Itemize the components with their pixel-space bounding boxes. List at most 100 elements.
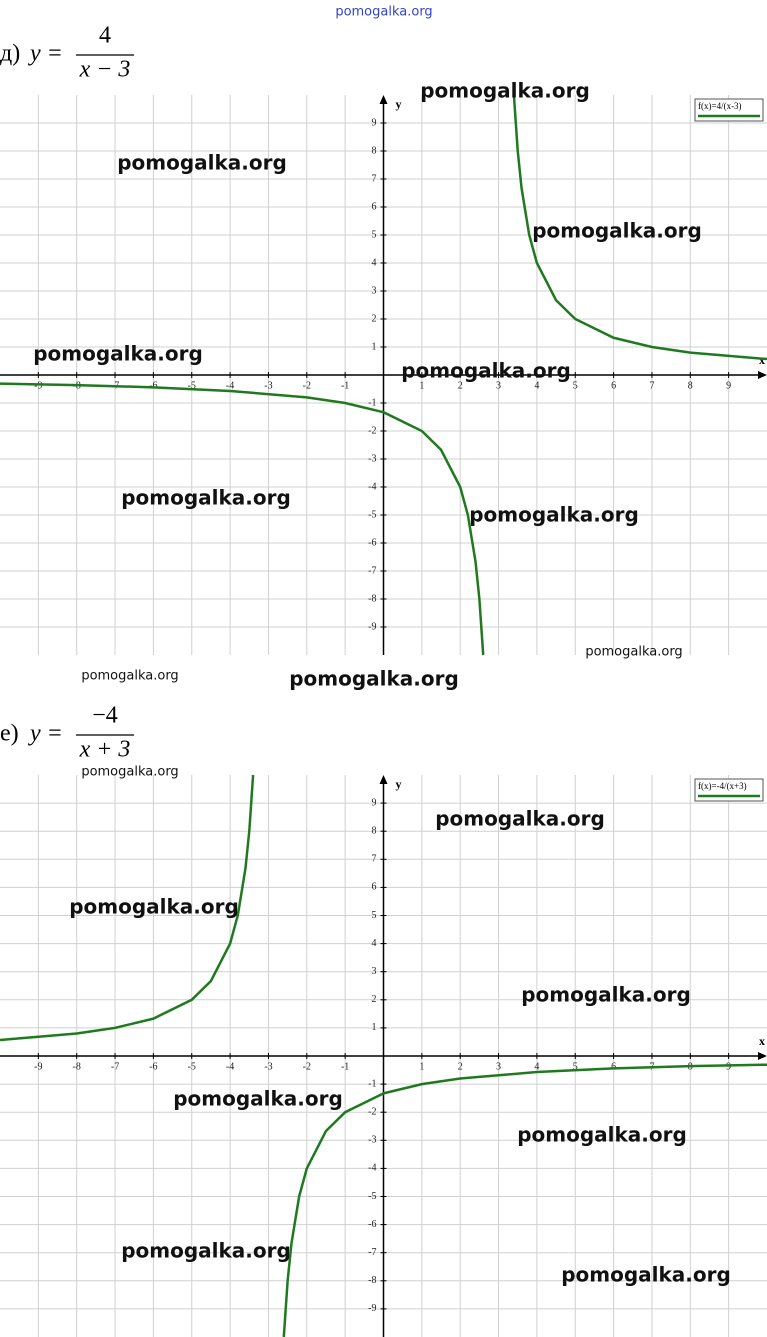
y-axis-label: y [396, 97, 402, 111]
y-tick-label: -7 [368, 565, 376, 576]
y-tick-label: -3 [368, 453, 376, 464]
function-curve [0, 94, 767, 656]
y-tick-label: -3 [368, 1135, 376, 1146]
watermark: pomogalka.org [561, 1263, 731, 1287]
x-tick-label: 6 [611, 380, 616, 391]
y-tick-label: 2 [372, 994, 377, 1005]
equation-y: y = [28, 721, 63, 747]
y-tick-label: -6 [368, 1219, 376, 1230]
function-curve [0, 774, 767, 1337]
chart: д) y =4x − 3xy-9 -8 -7 -6 -5 -4 -3 -2 -1 1 2 3 4 5 6 7 8 9… [0, 23, 767, 656]
y-arrow [379, 95, 388, 104]
y-tick-label: 1 [372, 1022, 377, 1033]
x-tick-label: 3 [496, 380, 501, 391]
y-tick-label: -4 [368, 1163, 376, 1174]
x-tick-label: -2 [303, 380, 311, 391]
x-tick-label: 9 [726, 1061, 731, 1072]
y-tick-label: 8 [372, 825, 377, 836]
equation-prefix: д) [0, 41, 20, 67]
equation-denominator: x − 3 [79, 57, 131, 83]
x-tick-label: 4 [534, 1061, 539, 1072]
x-tick-label: -1 [341, 380, 349, 391]
x-tick-label: -2 [303, 1061, 311, 1072]
y-arrow [379, 775, 388, 784]
x-tick-label: 1 [419, 1061, 424, 1072]
y-tick-label: -4 [368, 481, 376, 492]
y-tick-label: 6 [372, 882, 377, 893]
y-tick-label: 9 [372, 117, 377, 128]
y-tick-label: -8 [368, 593, 376, 604]
watermark: pomogalka.org [81, 765, 178, 780]
equation-numerator: −4 [92, 703, 118, 729]
x-tick-label: -9 [34, 1061, 42, 1072]
x-tick-label: 2 [458, 1061, 463, 1072]
watermark: pomogalka.org [117, 151, 287, 175]
x-tick-label: -9 [34, 380, 42, 391]
y-tick-label: -9 [368, 1303, 376, 1314]
y-tick-label: -5 [368, 509, 376, 520]
watermark: pomogalka.org [532, 219, 702, 243]
y-tick-label: 5 [372, 229, 377, 240]
watermark: pomogalka.org [469, 503, 639, 527]
watermark: pomogalka.org [335, 5, 432, 20]
watermark: pomogalka.org [517, 1123, 687, 1147]
y-tick-label: -7 [368, 1247, 376, 1258]
watermark: pomogalka.org [81, 669, 178, 684]
x-tick-label: -6 [149, 1061, 157, 1072]
y-tick-label: -2 [368, 1106, 376, 1117]
equation-denominator: x + 3 [79, 737, 131, 763]
x-tick-label: -8 [73, 1061, 81, 1072]
x-tick-label: -7 [111, 1061, 119, 1072]
y-tick-label: 7 [372, 173, 377, 184]
watermark: pomogalka.org [33, 342, 203, 366]
legend-label: f(x)=4/(x-3) [698, 101, 742, 111]
x-tick-label: 7 [649, 380, 654, 391]
legend-label: f(x)=-4/(x+3) [698, 781, 747, 791]
y-axis-label: y [396, 777, 402, 791]
watermark: pomogalka.org [121, 486, 291, 510]
x-tick-label: -6 [149, 380, 157, 391]
watermark: pomogalka.org [69, 895, 239, 919]
y-tick-label: 9 [372, 797, 377, 808]
equation-y: y = [28, 41, 63, 67]
x-tick-label: 1 [419, 380, 424, 391]
y-tick-label: -1 [368, 397, 376, 408]
equation-prefix: е) [0, 721, 19, 747]
y-tick-label: -9 [368, 621, 376, 632]
x-arrow [758, 1052, 767, 1060]
y-tick-label: 3 [372, 966, 377, 977]
x-tick-label: 3 [496, 1061, 501, 1072]
x-tick-label: -3 [264, 1061, 272, 1072]
watermark: pomogalka.org [435, 807, 605, 831]
y-tick-label: 6 [372, 201, 377, 212]
x-tick-label: 5 [573, 1061, 578, 1072]
y-tick-label: 3 [372, 285, 377, 296]
x-tick-label: 9 [726, 380, 731, 391]
x-tick-label: 5 [573, 380, 578, 391]
x-axis-label: x [759, 1034, 765, 1048]
x-tick-label: 2 [458, 380, 463, 391]
watermark: pomogalka.org [289, 667, 459, 691]
y-tick-label: 7 [372, 854, 377, 865]
watermark: pomogalka.org [401, 359, 571, 383]
equation-numerator: 4 [99, 23, 111, 49]
watermark: pomogalka.org [521, 983, 691, 1007]
x-tick-label: -1 [341, 1061, 349, 1072]
x-tick-label: -4 [226, 380, 234, 391]
x-tick-label: -3 [264, 380, 272, 391]
watermark: pomogalka.org [420, 79, 590, 103]
y-tick-label: -6 [368, 537, 376, 548]
x-tick-label: 4 [534, 380, 539, 391]
y-tick-label: -8 [368, 1275, 376, 1286]
x-tick-label: 8 [688, 380, 693, 391]
chart: е) y = −4 x + 3 x y -9 -8 -7 -6 -5 -4 -3 -2 -1 1 2 3 4 5 6 7 8… [0, 703, 767, 1337]
x-tick-label: -4 [226, 1061, 234, 1072]
x-tick-label: -5 [188, 1061, 196, 1072]
y-tick-label: 2 [372, 313, 377, 324]
y-tick-label: -1 [368, 1078, 376, 1089]
x-arrow [758, 371, 767, 379]
watermark: pomogalka.org [121, 1239, 291, 1263]
y-tick-label: 5 [372, 910, 377, 921]
y-tick-label: -2 [368, 425, 376, 436]
